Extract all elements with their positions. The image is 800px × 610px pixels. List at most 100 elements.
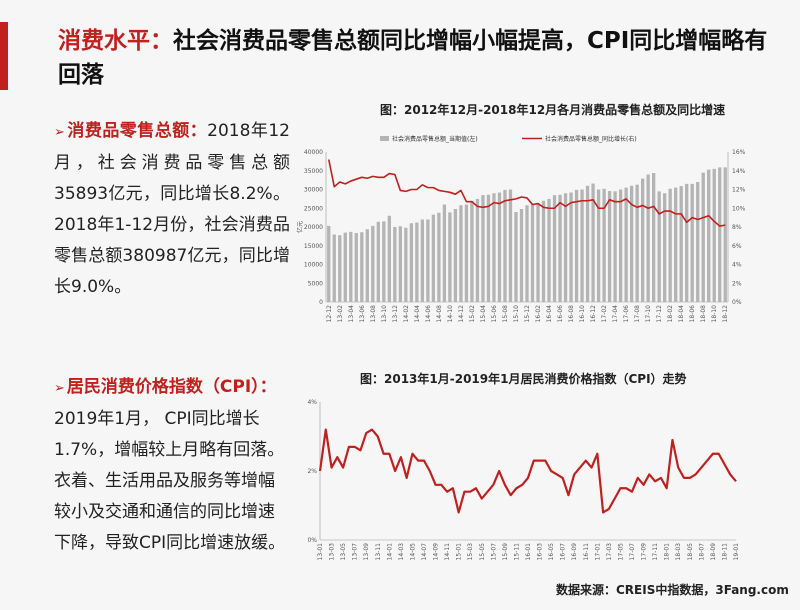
x-tick-label: 18-12 — [722, 305, 729, 323]
legend-label: 社会消费品零售总额_同比增长(右) — [545, 135, 637, 143]
y-axis-label: 亿元 — [296, 221, 304, 233]
retail-bar — [657, 191, 661, 302]
retail-bar — [519, 209, 524, 302]
retail-bar — [481, 195, 485, 302]
retail-bar — [431, 214, 436, 302]
x-tick-label: 16-09 — [571, 543, 578, 561]
retail-bar — [652, 173, 656, 302]
retail-bar — [387, 215, 391, 302]
x-tick-label: 16-01 — [525, 543, 532, 561]
x-tick-label: 13-12 — [392, 305, 399, 323]
x-tick-label: 18-07 — [698, 543, 705, 561]
x-tick-label: 13-07 — [352, 543, 359, 561]
retail-bar — [354, 233, 358, 302]
title-accent-bar — [0, 22, 8, 90]
retail-bar — [552, 195, 557, 302]
retail-bar — [718, 167, 722, 302]
x-tick-label: 14-03 — [398, 543, 405, 561]
retail-bar — [530, 204, 535, 302]
retail-bar — [393, 227, 397, 302]
x-tick-label: 16-03 — [537, 543, 544, 561]
x-tick-label: 15-10 — [513, 305, 520, 323]
x-tick-label: 13-09 — [363, 543, 370, 561]
y-left-tick-label: 40000 — [304, 149, 323, 156]
retail-bar — [514, 212, 518, 302]
x-tick-label: 18-08 — [700, 305, 707, 323]
retail-bar — [640, 178, 645, 302]
cpi-body: 2019年1月， CPI同比增长1.7%，增幅较上月略有回落。衣着、生活用品及服… — [54, 409, 286, 553]
cpi-chart: 0% 2% 4% 13-01 13-03 13-05 13-07 13-09 13-11 14-0… — [307, 399, 740, 561]
x-tick-label: 14-11 — [444, 543, 451, 561]
x-tick-label: 13-10 — [381, 305, 388, 323]
retail-bar — [453, 209, 458, 302]
y-tick-label: 2% — [307, 468, 317, 475]
x-tick-label: 15-04 — [480, 305, 487, 323]
x-tick-label: 17-03 — [606, 543, 613, 561]
retail-bar — [635, 184, 639, 302]
y-right-tick-label: 6% — [732, 243, 742, 250]
x-tick-label: 16-08 — [568, 305, 575, 323]
x-tick-label: 13-04 — [348, 305, 355, 323]
retail-bar — [464, 204, 469, 302]
arrow-bullet-icon: ➢ — [54, 381, 65, 396]
x-tick-label: 13-11 — [375, 543, 382, 561]
x-tick-label: 17-01 — [594, 543, 601, 561]
y-right-tick-label: 14% — [732, 168, 746, 175]
x-tick-label: 18-10 — [711, 305, 718, 323]
x-tick-label: 16-06 — [557, 305, 564, 323]
x-tick-label: 16-11 — [583, 543, 590, 561]
x-tick-label: 15-06 — [491, 305, 498, 323]
x-tick-label: 17-10 — [645, 305, 652, 323]
y-right-tick-label: 10% — [732, 205, 746, 212]
retail-bar — [415, 222, 419, 302]
y-left-tick-label: 20000 — [304, 224, 323, 231]
x-tick-label: 17-05 — [617, 543, 624, 561]
x-tick-label: 14-08 — [436, 305, 443, 323]
x-tick-label: 17-06 — [623, 305, 630, 323]
retail-bar — [690, 183, 694, 302]
retail-bar — [629, 185, 634, 302]
x-tick-label: 19-01 — [733, 543, 740, 561]
retail-bar — [365, 229, 369, 302]
retail-bar — [696, 182, 700, 302]
x-tick-label: 15-03 — [467, 543, 474, 561]
x-tick-label: 17-08 — [634, 305, 641, 323]
x-tick-label: 14-06 — [425, 305, 432, 323]
x-tick-label: 14-10 — [447, 305, 454, 323]
y-left-tick-label: 35000 — [304, 168, 323, 175]
retail-bar — [596, 189, 601, 302]
retail-bar — [541, 200, 546, 302]
retail-sales-body: 2018年12月，社会消费品零售总额35893亿元，同比增长8.2%。2018年… — [54, 121, 290, 297]
retail-bar — [574, 189, 579, 302]
retail-bar — [448, 212, 452, 302]
retail-bar — [486, 194, 491, 302]
retail-bar — [420, 219, 425, 302]
x-tick-label: 16-07 — [560, 543, 567, 561]
growth-rate-line — [327, 159, 726, 227]
x-tick-label: 14-09 — [433, 543, 440, 561]
x-tick-label: 18-01 — [664, 543, 671, 561]
retail-bar — [442, 204, 447, 302]
x-tick-label: 14-02 — [403, 305, 410, 323]
x-tick-label: 13-06 — [359, 305, 366, 323]
retail-bar — [470, 200, 474, 302]
x-tick-label: 18-02 — [667, 305, 674, 323]
retail-bar — [508, 189, 513, 302]
cpi-line — [318, 428, 737, 514]
retail-bar — [618, 189, 623, 302]
y-left-tick-label: 0 — [319, 299, 323, 306]
retail-bar — [580, 189, 584, 302]
x-tick-label: 13-01 — [317, 543, 324, 561]
x-tick-label: 17-02 — [601, 305, 608, 323]
y-tick-label: 4% — [307, 399, 317, 406]
x-tick-label: 17-11 — [652, 543, 659, 561]
y-left-tick-label: 25000 — [304, 205, 323, 212]
x-tick-label: 17-04 — [612, 305, 619, 323]
cpi-chart-title: 图：2013年1月-2019年1月居民消费价格指数（CPI）走势 — [360, 372, 687, 386]
retail-bar — [492, 193, 496, 302]
x-tick-label: 13-05 — [340, 543, 347, 561]
page-title: 消费水平：社会消费品零售总额同比增幅小幅提高，CPI同比增幅略有回落 — [58, 24, 778, 92]
retail-sales-chart: 社会消费品零售总额_当期值(左) 社会消费品零售总额_同比增长(右) 0 5000 10… — [296, 135, 746, 323]
retail-chart-title: 图：2012年12月-2018年12月各月消费品零售总额及同比增速 — [380, 103, 726, 117]
retail-bar — [437, 212, 441, 302]
